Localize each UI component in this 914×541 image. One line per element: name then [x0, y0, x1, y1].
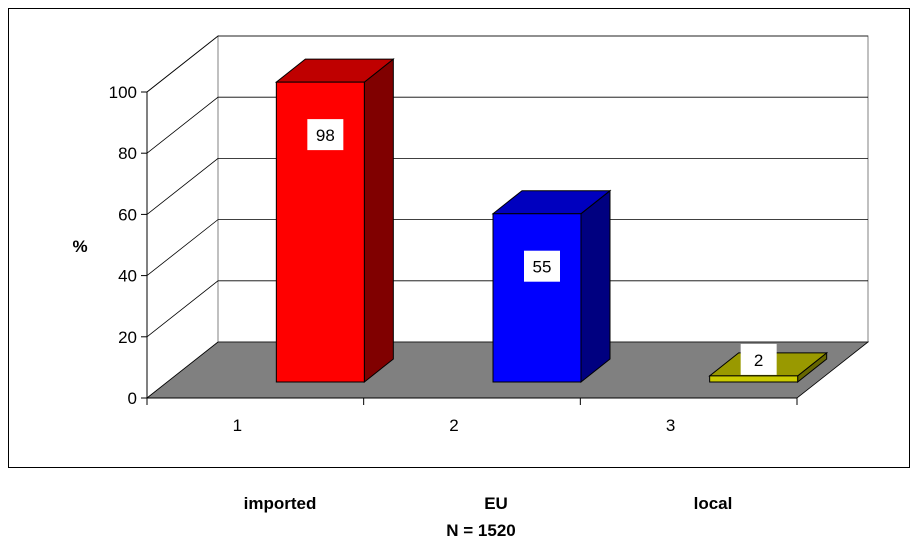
gridline-80	[146, 96, 868, 154]
data-label-box-0	[307, 119, 344, 151]
data-label-1: 55	[533, 258, 552, 277]
data-label-box-2	[740, 343, 777, 375]
sample-size-note: N = 1520	[446, 521, 516, 540]
y-axis-label: %	[72, 237, 87, 256]
gridline-40	[146, 219, 868, 276]
bar-side-0	[363, 58, 394, 384]
x-tick-label-2: 2	[449, 416, 458, 435]
bar-imported	[274, 58, 395, 384]
bar-EU	[491, 189, 612, 384]
y-tick-label-100: 100	[109, 83, 137, 102]
data-label-box-1	[524, 250, 560, 282]
y-tick-label-80: 80	[118, 144, 137, 163]
x-tick-label-1: 1	[233, 416, 242, 435]
gridline-100	[146, 35, 868, 93]
side-wall	[146, 34, 219, 400]
bar-front-0	[275, 81, 365, 383]
category-name-eu: EU	[484, 494, 508, 513]
data-label-0: 98	[316, 126, 335, 145]
bar-front-1	[492, 213, 582, 383]
x-tick-label-3: 3	[666, 416, 675, 435]
gridline-20	[146, 280, 868, 338]
y-tick-label-20: 20	[118, 328, 137, 347]
bar-side-1	[580, 189, 611, 384]
bar-front-2	[709, 375, 799, 383]
y-tick-label-40: 40	[118, 267, 137, 286]
y-tick-label-60: 60	[118, 205, 137, 224]
data-label-2: 2	[754, 351, 763, 370]
y-tick-label-0: 0	[128, 389, 137, 408]
gridline-60	[146, 157, 868, 215]
category-name-imported: imported	[243, 494, 317, 513]
category-name-local: local	[693, 494, 733, 513]
